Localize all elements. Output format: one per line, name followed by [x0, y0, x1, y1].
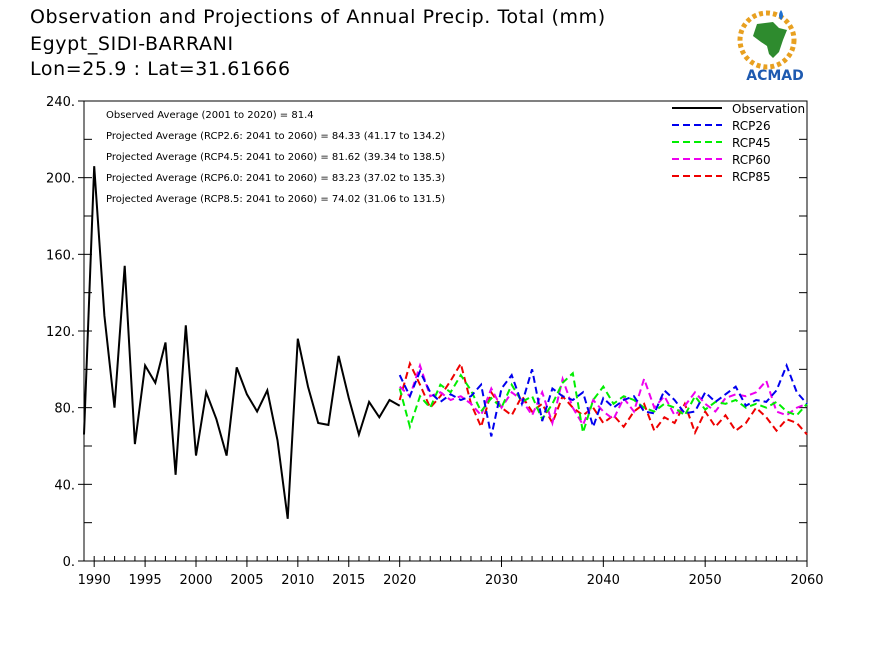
acmad-logo: ACMAD — [737, 10, 804, 84]
annotation-rcp60-average: Projected Average (RCP6.0: 2041 to 2060)… — [106, 173, 445, 184]
legend: Observation RCP26 RCP45 RCP60 RCP85 — [672, 102, 805, 184]
x-tick-label: 2030 — [485, 573, 518, 588]
y-tick-label: 240. — [46, 95, 75, 110]
legend-label-observation: Observation — [732, 102, 805, 116]
legend-label-rcp45: RCP45 — [732, 136, 771, 150]
series-rcp26-line — [398, 362, 808, 437]
y-tick-label: 0. — [63, 555, 75, 570]
x-tick-label: 2020 — [383, 573, 416, 588]
series-observation-line — [83, 166, 401, 519]
y-tick-label: 160. — [46, 248, 75, 263]
legend-label-rcp60: RCP60 — [732, 153, 771, 167]
station-name: Egypt_SIDI-BARRANI — [30, 33, 234, 55]
x-tick-label: 2060 — [790, 573, 823, 588]
y-axis-labels: 0. 40. 80. 120. 160. 200. 240. — [46, 95, 75, 570]
chart-title: Observation and Projections of Annual Pr… — [30, 6, 606, 28]
series-rcp85-line — [398, 360, 808, 436]
axis-ticks — [78, 100, 808, 567]
x-tick-label: 2000 — [179, 573, 212, 588]
y-tick-label: 120. — [46, 325, 75, 340]
x-tick-label: 2050 — [689, 573, 722, 588]
x-tick-label: 2005 — [230, 573, 263, 588]
legend-label-rcp26: RCP26 — [732, 119, 771, 133]
x-tick-label: 2010 — [281, 573, 314, 588]
y-tick-label: 200. — [46, 172, 75, 187]
series-rcp45-line — [398, 371, 808, 433]
annotation-rcp85-average: Projected Average (RCP8.5: 2041 to 2060)… — [106, 194, 445, 205]
y-tick-label: 40. — [54, 478, 75, 493]
series-rcp60-line — [399, 362, 808, 428]
annotation-rcp45-average: Projected Average (RCP4.5: 2041 to 2060)… — [106, 152, 445, 163]
annotation-observed-average: Observed Average (2001 to 2020) = 81.4 — [106, 110, 314, 121]
annotation-rcp26-average: Projected Average (RCP2.6: 2041 to 2060)… — [106, 131, 445, 142]
legend-label-rcp85: RCP85 — [732, 170, 771, 184]
x-tick-label: 1995 — [129, 573, 162, 588]
x-tick-label: 2040 — [587, 573, 620, 588]
x-tick-label: 1990 — [78, 573, 111, 588]
plot-frame — [83, 100, 808, 562]
x-tick-label: 2015 — [332, 573, 365, 588]
y-tick-label: 80. — [54, 402, 75, 417]
annotations: Observed Average (2001 to 2020) = 81.4 P… — [106, 110, 445, 205]
station-coordinates: Lon=25.9 : Lat=31.61666 — [30, 58, 291, 80]
series-lines — [83, 166, 808, 519]
x-axis-labels: 1990 1995 2000 2005 2010 2015 2020 2030 2040 2050… — [78, 573, 824, 588]
logo-text: ACMAD — [746, 68, 804, 84]
africa-map-logo — [737, 10, 797, 70]
